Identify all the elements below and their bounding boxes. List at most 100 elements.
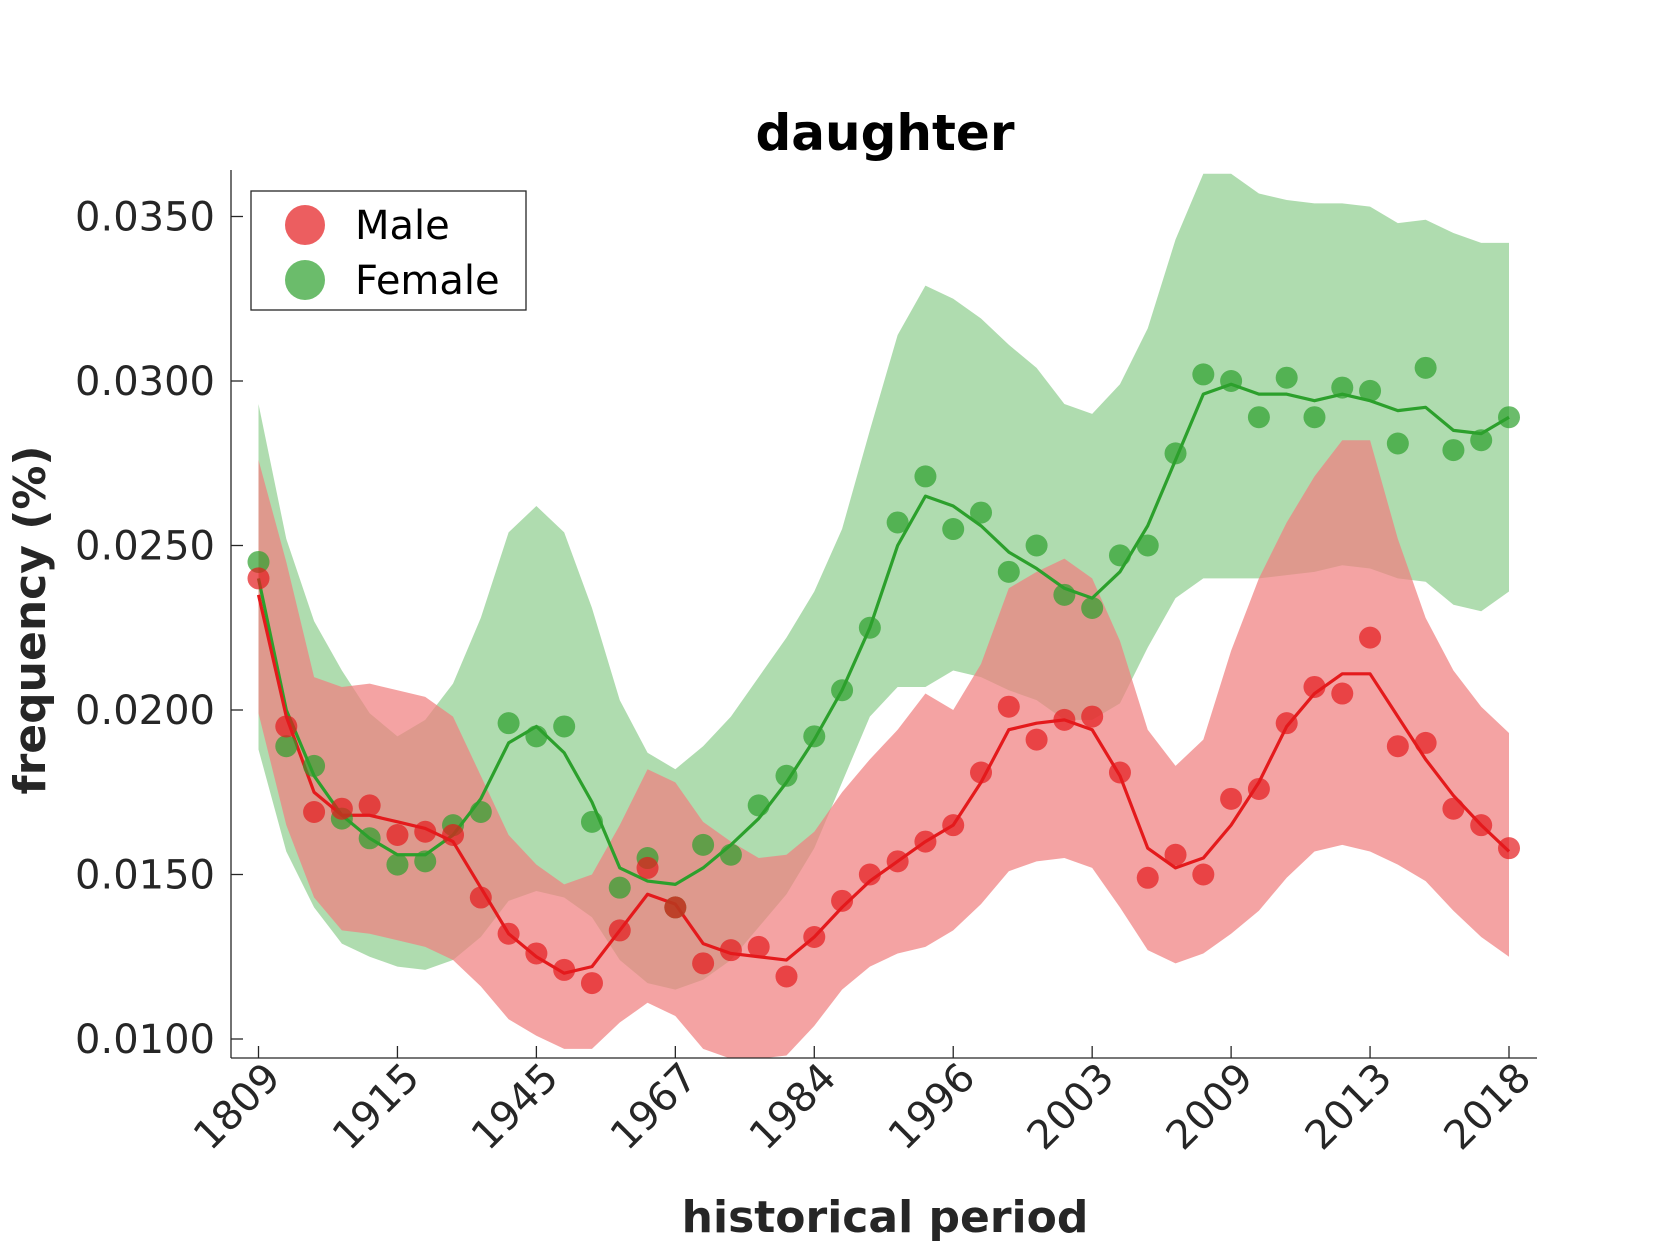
point-male	[247, 567, 270, 590]
point-male	[831, 889, 854, 912]
point-male	[608, 919, 631, 942]
point-female	[1136, 534, 1159, 557]
trend-lines	[256, 382, 1511, 975]
legend-marker-female	[285, 260, 325, 300]
point-male	[692, 952, 715, 975]
y-tick-label: 0.0100	[75, 1017, 215, 1063]
point-male	[386, 824, 409, 847]
band-male	[258, 440, 1509, 1058]
point-male	[858, 863, 881, 886]
point-male	[1081, 705, 1104, 728]
data-points	[247, 356, 1520, 995]
point-female	[914, 465, 937, 488]
point-female	[386, 853, 409, 876]
y-axis-label: frequency (%)	[5, 445, 56, 794]
point-female	[775, 764, 798, 787]
point-male	[1053, 708, 1076, 731]
x-tick-label: 2013	[1297, 1055, 1402, 1160]
point-female	[469, 800, 492, 823]
x-tick-label: 1915	[324, 1055, 429, 1160]
point-male	[914, 830, 937, 853]
point-male	[1247, 777, 1270, 800]
point-female	[497, 712, 520, 735]
point-female	[1498, 406, 1520, 429]
point-male	[636, 856, 659, 879]
x-tick-label: 2003	[1019, 1055, 1124, 1160]
point-female	[1025, 534, 1048, 557]
point-female	[1275, 366, 1298, 389]
point-male	[497, 922, 520, 945]
point-female	[719, 843, 742, 866]
x-tick-label: 1996	[880, 1055, 985, 1160]
point-female	[1331, 376, 1354, 399]
point-male	[1275, 712, 1298, 735]
point-female	[692, 833, 715, 856]
point-male	[1414, 731, 1437, 754]
point-male	[664, 896, 687, 919]
legend-label-male: Male	[355, 203, 450, 249]
point-female	[803, 725, 826, 748]
point-male	[358, 794, 381, 817]
point-male	[886, 850, 909, 873]
point-female	[1386, 432, 1409, 455]
point-male	[1164, 843, 1187, 866]
point-female	[358, 827, 381, 850]
x-tick-label: 2009	[1158, 1055, 1263, 1160]
point-male	[1303, 675, 1326, 698]
point-female	[580, 810, 603, 833]
point-male	[1498, 837, 1520, 860]
point-female	[1053, 583, 1076, 606]
point-female	[1303, 406, 1326, 429]
point-female	[1442, 439, 1465, 462]
point-female	[858, 616, 881, 639]
point-female	[1081, 597, 1104, 620]
point-male	[1386, 735, 1409, 758]
point-female	[247, 550, 270, 573]
point-female	[608, 876, 631, 899]
point-male	[525, 942, 548, 965]
point-male	[970, 761, 993, 784]
point-male	[580, 972, 603, 995]
point-male	[1108, 761, 1131, 784]
x-tick-label: 2018	[1436, 1055, 1541, 1160]
x-axis-label: historical period	[682, 1192, 1089, 1243]
legend-label-female: Female	[355, 258, 500, 304]
point-male	[719, 939, 742, 962]
point-male	[414, 820, 437, 843]
point-male	[303, 800, 326, 823]
point-female	[553, 715, 576, 738]
point-male	[469, 886, 492, 909]
point-male	[942, 814, 965, 837]
point-male	[1192, 863, 1215, 886]
point-female	[1359, 379, 1382, 402]
point-female	[1220, 370, 1243, 392]
point-female	[886, 511, 909, 534]
point-female	[1470, 429, 1493, 452]
y-tick-label: 0.0250	[75, 524, 215, 570]
x-tick-label: 1809	[185, 1055, 290, 1160]
trend-line-male	[256, 594, 1511, 975]
point-male	[747, 935, 770, 958]
point-male	[1470, 814, 1493, 837]
x-tick-label: 1945	[463, 1055, 568, 1160]
point-female	[1164, 442, 1187, 465]
point-female	[970, 501, 993, 524]
point-female	[747, 794, 770, 817]
chart-title: daughter	[756, 104, 1015, 162]
y-tick-label: 0.0350	[75, 195, 215, 241]
point-female	[831, 679, 854, 702]
point-female	[942, 518, 965, 541]
y-tick-label: 0.0150	[75, 853, 215, 899]
point-male	[275, 715, 298, 738]
point-female	[414, 850, 437, 873]
point-female	[1192, 363, 1215, 386]
point-male	[1331, 682, 1354, 705]
point-female	[1414, 356, 1437, 379]
point-male	[775, 965, 798, 988]
point-male	[803, 926, 826, 949]
point-male	[1136, 866, 1159, 889]
point-female	[997, 560, 1020, 583]
point-female	[275, 735, 298, 758]
y-tick-label: 0.0200	[75, 688, 215, 734]
